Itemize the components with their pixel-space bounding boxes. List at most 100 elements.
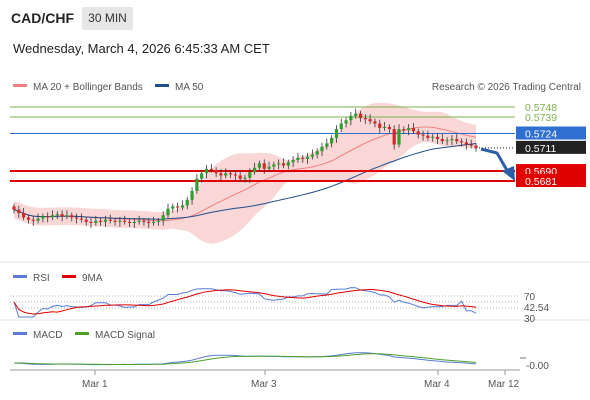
candle-body [36, 218, 40, 221]
candle-body [60, 214, 64, 217]
x-tick-label: Mar 3 [251, 379, 277, 390]
candle-body [378, 123, 382, 128]
candle-body [281, 163, 286, 166]
level-label: 0.5748 [525, 102, 557, 114]
candle-body [474, 145, 478, 148]
rsi-30-label: 30 [524, 314, 536, 325]
candle-body [469, 144, 473, 146]
candle-body [41, 216, 45, 219]
candle-body [344, 120, 348, 124]
candle-body [228, 173, 233, 175]
candle-body [416, 131, 420, 135]
candle-body [166, 208, 170, 216]
candle-body [402, 129, 406, 131]
timeframe-badge[interactable]: 30 MIN [82, 7, 133, 30]
macd-value-label: -0.00 [526, 361, 549, 372]
candle-body [373, 121, 377, 124]
candle-body [387, 126, 391, 130]
candle-body [334, 129, 339, 138]
x-tick-label: Mar 1 [82, 379, 108, 390]
rsi-70-label: 70 [524, 292, 536, 303]
ma20-legend-swatch [13, 84, 27, 87]
candle-body [464, 142, 468, 145]
symbol-title: CAD/CHF [11, 10, 74, 26]
candle-body [320, 146, 324, 152]
candle-body [445, 140, 449, 142]
candle-body [310, 154, 314, 157]
candle-body [431, 136, 435, 138]
rsi-ma-legend-swatch [62, 275, 76, 278]
candle-body [325, 143, 329, 147]
candle-body [99, 220, 103, 222]
macd-signal-line [14, 353, 477, 366]
level-label-bg [516, 174, 586, 187]
level-label-bg [516, 164, 586, 178]
candle-body [46, 216, 50, 218]
candle-body [257, 163, 262, 168]
candle-body [171, 206, 175, 209]
rsi-ma-legend-label: 9MA [82, 273, 103, 284]
level-label: 0.5739 [525, 112, 557, 124]
macd-legend-label: MACD [33, 330, 62, 341]
ma50-line [13, 143, 477, 220]
candle-body [382, 126, 387, 128]
candle-body [22, 213, 26, 218]
candle-body [180, 205, 185, 208]
candle-body [349, 115, 353, 121]
candle-body [455, 139, 459, 142]
candle-body [185, 199, 189, 206]
ma50-legend-swatch [155, 84, 169, 87]
candle-body [142, 220, 146, 222]
candle-body [262, 163, 266, 169]
candle-body [407, 127, 411, 131]
level-label-bg [516, 140, 586, 154]
candle-body [26, 217, 31, 220]
candle-body [411, 127, 416, 132]
candle-body [108, 219, 112, 221]
candle-body [233, 174, 237, 176]
candle-body [94, 220, 98, 223]
candle-body [426, 135, 430, 138]
rsi-line [13, 287, 477, 318]
rsi-legend-label: RSI [33, 273, 50, 284]
candle-body [397, 129, 401, 145]
level-label: 0.5711 [525, 143, 556, 155]
bollinger-band-area [14, 103, 476, 244]
candle-body [79, 218, 83, 220]
forecast-arrow-head [502, 166, 515, 181]
candle-body [31, 219, 35, 221]
candle-body [248, 172, 252, 178]
candle-body [219, 173, 223, 176]
candle-body [421, 134, 425, 136]
candle-body [17, 209, 21, 214]
candle-body [70, 215, 74, 218]
candle-body [286, 162, 290, 166]
candle-body [123, 220, 127, 222]
candle-body [176, 206, 180, 208]
candle-body [50, 215, 55, 218]
candle-body [151, 221, 156, 223]
candle-body [291, 160, 295, 163]
candle-body [137, 220, 141, 222]
candle-body [238, 175, 242, 179]
ma20-legend-label: MA 20 + Bollinger Bands [33, 82, 143, 93]
candle-body [118, 220, 122, 222]
macd-legend-swatch [13, 332, 27, 335]
candle-body [161, 215, 165, 221]
bollinger-bands [14, 103, 476, 244]
candle-body [358, 113, 363, 119]
candle-body [277, 163, 281, 165]
candle-body [267, 166, 271, 169]
candle-body [253, 167, 257, 173]
candle-body [243, 177, 247, 179]
candlesticks [12, 108, 478, 228]
candle-body [392, 129, 396, 145]
candle-body [147, 221, 151, 223]
forecast-arrow [480, 147, 510, 173]
candle-body [339, 123, 343, 130]
chart-header: CAD/CHF 30 MIN [0, 0, 590, 36]
candle-body [55, 214, 59, 216]
candle-body [315, 151, 319, 155]
x-tick-label: Mar 12 [488, 379, 520, 390]
